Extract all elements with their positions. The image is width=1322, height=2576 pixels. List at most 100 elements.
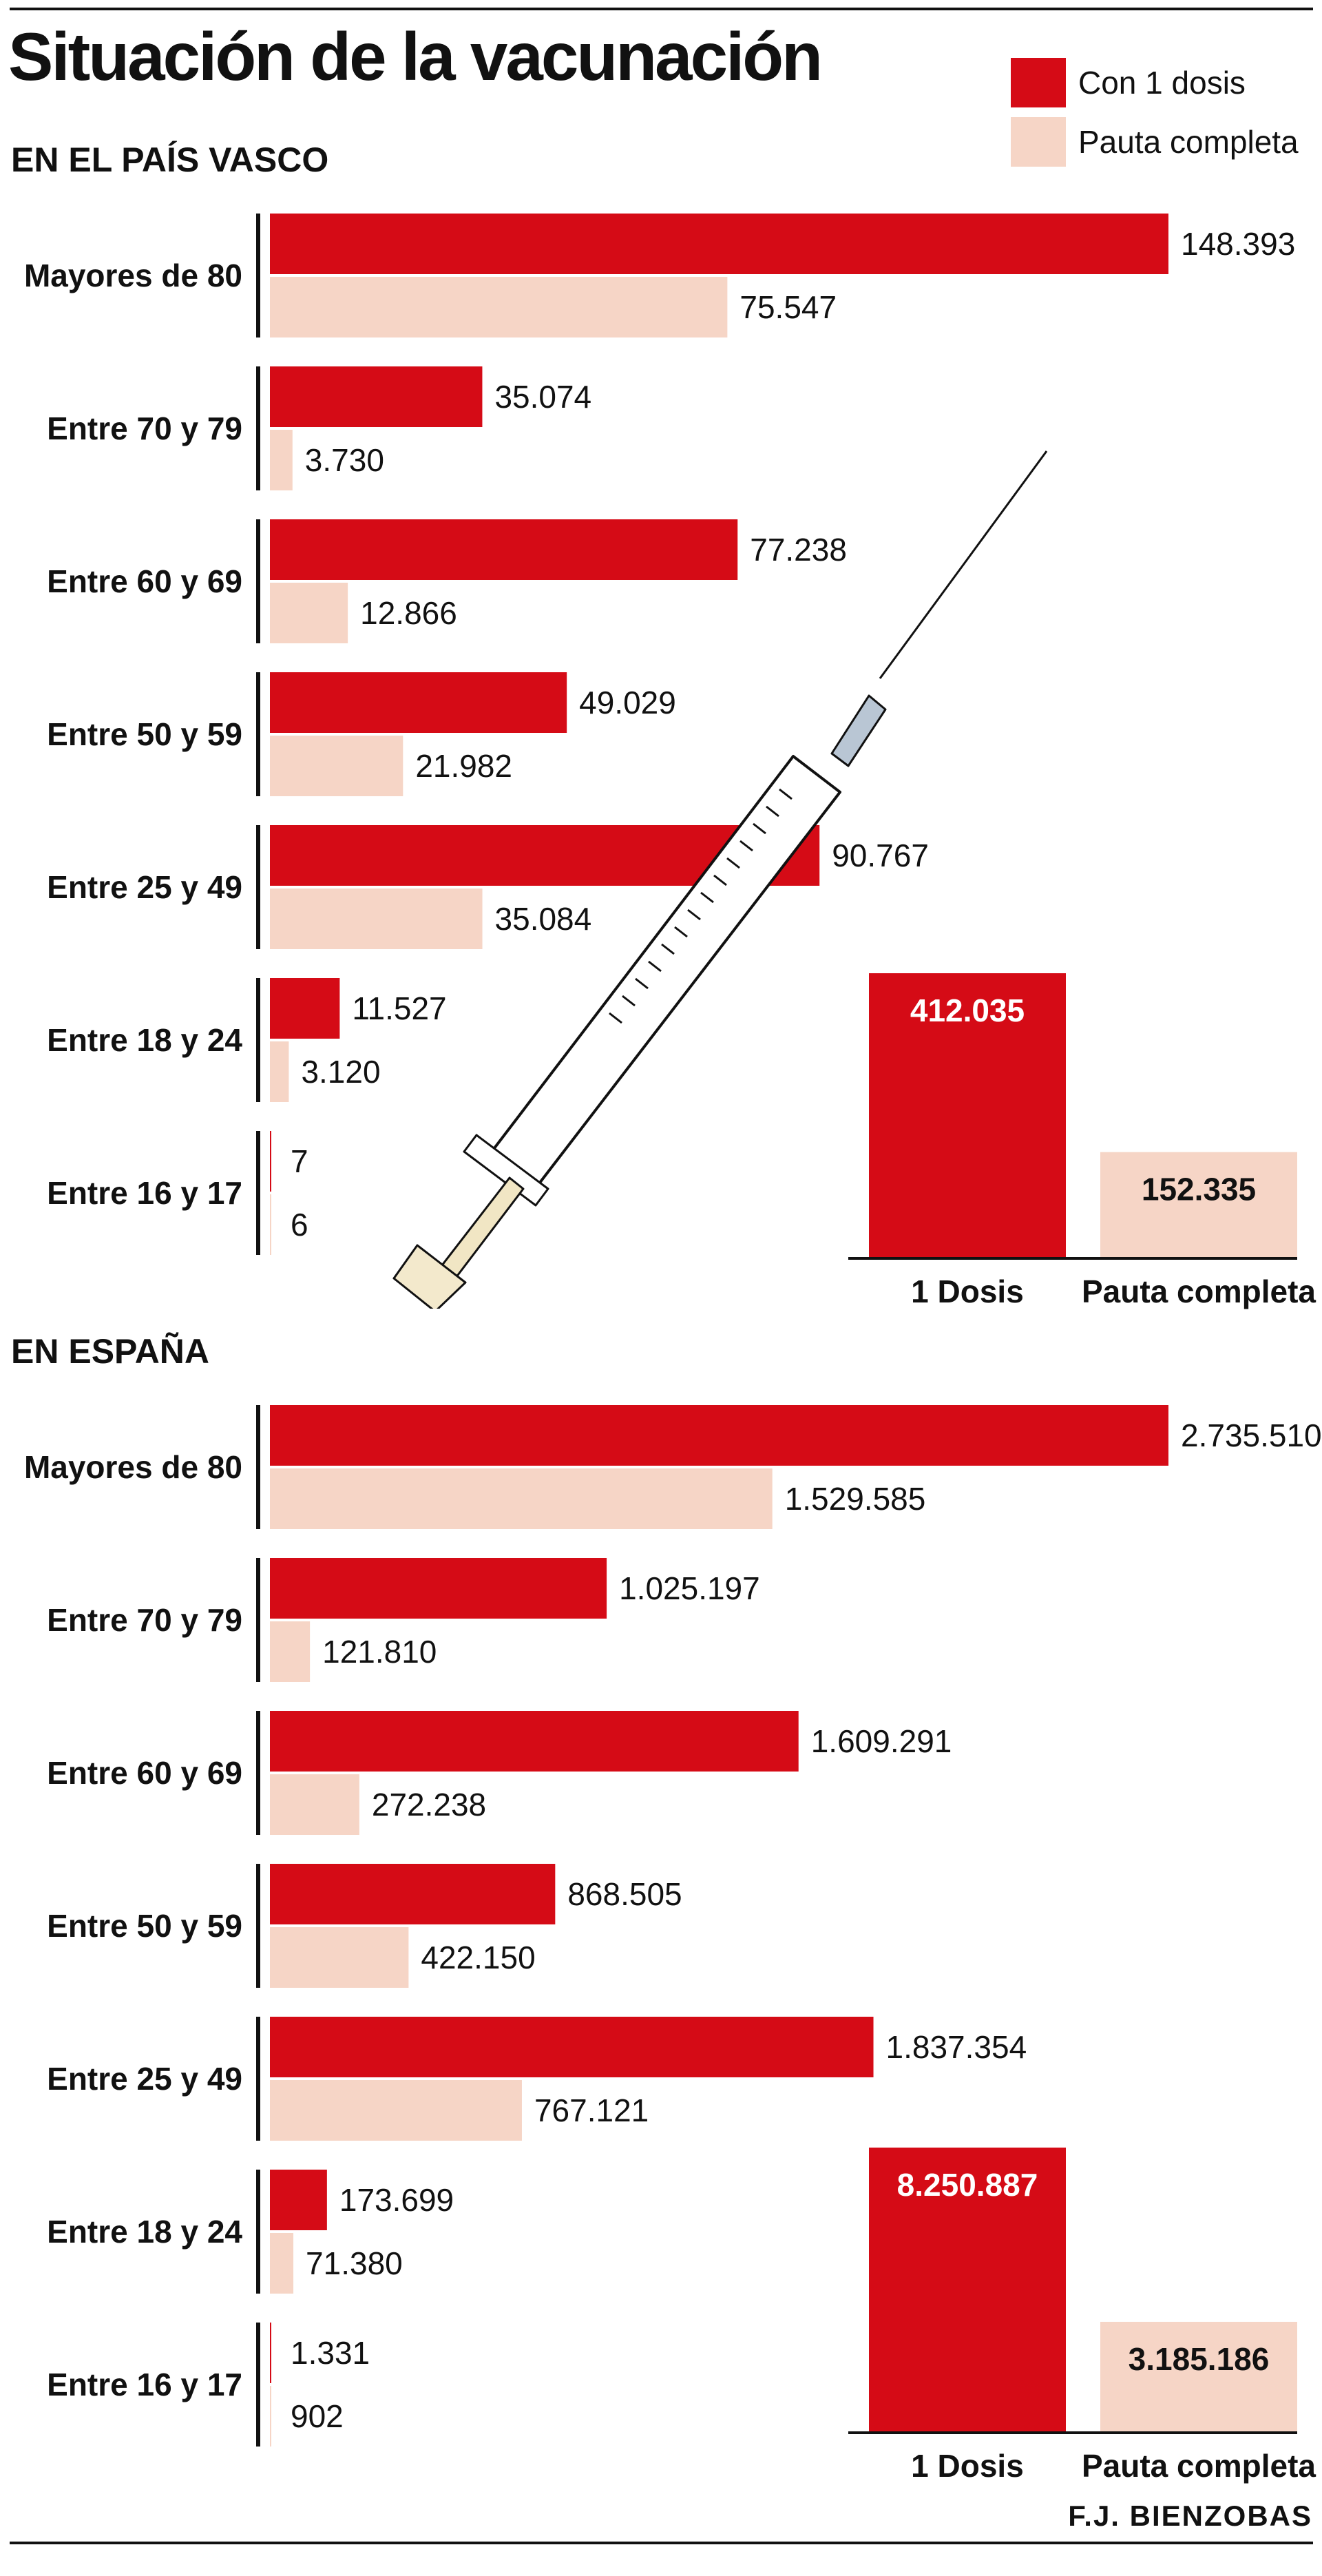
category-label: Entre 70 y 79 <box>47 411 242 446</box>
bar-value-label: 7 <box>291 1143 308 1179</box>
bar-full-schedule <box>270 1774 359 1835</box>
author-credit: F.J. BIENZOBAS <box>1068 2500 1312 2532</box>
bar-full-schedule <box>270 1041 289 1102</box>
category-label: Mayores de 80 <box>24 258 242 293</box>
pais-vasco-totals-chart: 412.035 1 Dosis 152.335 Pauta completa <box>848 973 1316 1309</box>
bar-value-label: 75.547 <box>739 289 837 325</box>
bar-one-dose <box>270 978 340 1039</box>
bar-value-label: 1.025.197 <box>619 1570 760 1606</box>
total-category-label: Pauta completa <box>1082 2448 1316 2484</box>
bar-value-label: 2.735.510 <box>1181 1417 1322 1453</box>
category-label: Entre 16 y 17 <box>47 2367 242 2402</box>
category-label: Entre 50 y 59 <box>47 1908 242 1944</box>
bar-one-dose <box>270 2017 874 2077</box>
bar-value-label: 1.837.354 <box>886 2029 1027 2065</box>
total-bar <box>1100 2321 1297 2431</box>
category-label: Entre 18 y 24 <box>47 1022 242 1058</box>
bar-one-dose <box>270 1864 556 1924</box>
bar-value-label: 6 <box>291 1207 308 1243</box>
bar-one-dose <box>270 2170 327 2230</box>
bar-full-schedule <box>270 430 293 490</box>
legend-swatch-one-dose <box>1011 58 1066 107</box>
axis-segment <box>256 1405 260 1529</box>
bar-full-schedule <box>270 1621 311 1682</box>
total-category-label: 1 Dosis <box>911 1274 1024 1309</box>
bar-value-label: 49.029 <box>579 685 676 720</box>
axis-segment <box>256 825 260 949</box>
category-label: Entre 60 y 69 <box>47 563 242 599</box>
axis-segment <box>256 366 260 490</box>
total-value-label: 8.250.887 <box>897 2167 1038 2203</box>
bar-full-schedule <box>270 2233 294 2294</box>
bar-full-schedule <box>270 277 728 337</box>
bar-value-label: 35.084 <box>495 901 592 937</box>
total-value-label: 412.035 <box>910 993 1025 1028</box>
page-title: Situación de la vacunación <box>8 19 823 94</box>
section-title-espana: EN ESPAÑA <box>11 1332 210 1371</box>
axis-segment <box>256 2170 260 2294</box>
bar-full-schedule <box>270 889 483 949</box>
bar-one-dose <box>270 672 567 733</box>
espana-totals-chart: 8.250.887 1 Dosis 3.185.186 Pauta completa <box>848 2148 1316 2484</box>
bar-full-schedule <box>270 1194 271 1255</box>
bar-one-dose <box>270 1711 799 1772</box>
bar-value-label: 121.810 <box>322 1634 437 1670</box>
axis-segment <box>256 1558 260 1682</box>
axis-segment <box>256 519 260 643</box>
bar-value-label: 173.699 <box>339 2182 454 2218</box>
bar-value-label: 11.527 <box>352 990 446 1026</box>
bar-value-label: 12.866 <box>360 595 457 631</box>
bar-value-label: 71.380 <box>306 2245 403 2281</box>
bar-value-label: 35.074 <box>494 379 591 415</box>
bar-value-label: 21.982 <box>415 748 512 784</box>
bar-value-label: 422.150 <box>421 1940 535 1975</box>
legend-label-one-dose: Con 1 dosis <box>1078 65 1246 101</box>
total-value-label: 152.335 <box>1142 1172 1256 1207</box>
total-category-label: Pauta completa <box>1082 1274 1316 1309</box>
bar-value-label: 90.767 <box>832 838 929 873</box>
bar-value-label: 3.730 <box>305 442 384 478</box>
pais-vasco-bar-chart: Mayores de 80 148.393 75.547 Entre 70 y 79 3… <box>24 214 1295 1255</box>
top-rule <box>10 8 1313 10</box>
bar-full-schedule <box>270 1927 409 1988</box>
axis-segment <box>256 672 260 796</box>
bottom-rule <box>10 2542 1313 2544</box>
category-label: Mayores de 80 <box>24 1449 242 1485</box>
section-title-pais-vasco: EN EL PAÍS VASCO <box>11 141 329 179</box>
bar-value-label: 767.121 <box>534 2092 649 2128</box>
total-category-label: 1 Dosis <box>911 2448 1024 2484</box>
bar-one-dose <box>270 366 483 427</box>
category-label: Entre 18 y 24 <box>47 2214 242 2250</box>
bar-full-schedule <box>270 2080 522 2141</box>
total-bar <box>869 2148 1066 2431</box>
bar-one-dose <box>270 1131 271 1192</box>
axis-segment <box>256 1131 260 1255</box>
bar-one-dose <box>270 1405 1168 1466</box>
bar-value-label: 1.529.585 <box>785 1481 926 1517</box>
axis-segment <box>256 1864 260 1988</box>
bar-value-label: 77.238 <box>750 532 847 568</box>
category-label: Entre 25 y 49 <box>47 869 242 905</box>
bar-value-label: 272.238 <box>372 1787 486 1822</box>
bar-value-label: 3.120 <box>301 1054 380 1090</box>
legend-swatch-full <box>1011 117 1066 167</box>
category-label: Entre 60 y 69 <box>47 1755 242 1791</box>
axis-segment <box>256 2323 260 2447</box>
bar-value-label: 1.609.291 <box>811 1723 952 1759</box>
espana-bar-chart: Mayores de 80 2.735.510 1.529.585 Entre 70 … <box>24 1405 1322 2447</box>
bar-one-dose <box>270 1558 607 1619</box>
axis-segment <box>256 1711 260 1835</box>
bar-one-dose <box>270 214 1168 274</box>
syringe-icon <box>392 450 1048 1309</box>
total-bar <box>869 973 1066 1257</box>
axis-segment <box>256 214 260 337</box>
category-label: Entre 50 y 59 <box>47 716 242 752</box>
total-value-label: 3.185.186 <box>1129 2341 1270 2377</box>
bar-one-dose <box>270 519 738 580</box>
legend-label-full: Pauta completa <box>1078 124 1299 160</box>
bar-value-label: 868.505 <box>567 1876 682 1912</box>
totals-baseline <box>848 1257 1297 1260</box>
bar-full-schedule <box>270 583 348 643</box>
category-label: Entre 16 y 17 <box>47 1175 242 1211</box>
totals-baseline <box>848 2431 1297 2434</box>
